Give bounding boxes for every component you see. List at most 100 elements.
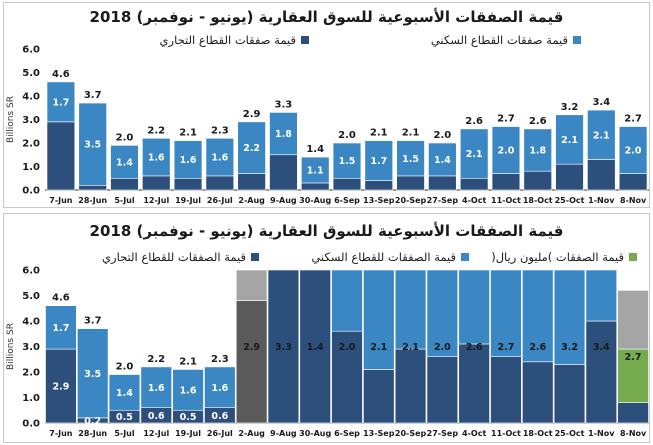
legend-item-total: قيمة الصفقات )مليون ريال(	[491, 250, 637, 264]
bar-segment	[110, 145, 139, 179]
data-label-total: 2.0	[338, 130, 356, 141]
legend-item-commercial: قيمة الصفقات للقطاع التجاري	[102, 250, 259, 264]
x-tick-label: 18-Oct	[523, 429, 553, 438]
bar-segment	[428, 175, 457, 191]
legend-swatch-residential	[573, 36, 581, 44]
data-label-total: 3.2	[561, 102, 579, 113]
x-tick-label: 1-Nov	[588, 196, 615, 205]
data-label-residential: 2.1	[593, 130, 610, 141]
bar-segment	[617, 290, 649, 350]
data-label-total: 2.0	[116, 132, 134, 143]
bar-segment	[76, 328, 109, 419]
data-label-total: 4.6	[52, 69, 70, 80]
x-tick-label: 12-Jul	[143, 196, 169, 205]
bar-segment	[237, 121, 266, 174]
y-axis-title-text: Billions SR	[6, 96, 16, 143]
data-label-residential: 1.6	[211, 153, 228, 164]
data-label-total: 2.7	[497, 114, 515, 125]
bar-segment	[490, 356, 522, 424]
bar-segment	[585, 269, 618, 322]
x-tick-label: 8-Nov	[620, 429, 647, 438]
bar-segment	[587, 109, 616, 160]
data-label-commercial: 0.6	[148, 411, 165, 422]
bar-segment	[490, 269, 522, 357]
bar-segment	[142, 175, 171, 191]
data-label-value: 2.6	[529, 342, 546, 353]
x-tick-label: 5-Jul	[114, 196, 135, 205]
x-tick-label: 4-Oct	[462, 196, 486, 205]
bar-segment	[553, 269, 586, 365]
y-tick-label: 2.0	[22, 139, 40, 150]
bar-segment	[269, 154, 298, 191]
bar-segment	[394, 348, 427, 424]
bar-segment	[142, 138, 171, 177]
y-tick-label: 0.0	[22, 419, 40, 430]
y-tick-label: 1.0	[22, 162, 40, 173]
bar-segment	[363, 269, 395, 370]
bar-segment	[78, 185, 107, 191]
bar-segment	[269, 112, 298, 156]
chart-title-bottom: قيمة الصفقات الأسبوعية للسوق العقارية (ي…	[89, 222, 564, 240]
data-label-residential: 1.5	[402, 154, 419, 165]
legend-label-commercial: قيمة صفقات القطاع التجاري	[159, 33, 296, 47]
data-label-value: 2.6	[466, 342, 483, 353]
bar-segment	[553, 364, 586, 424]
data-label-total: 2.3	[211, 354, 229, 365]
data-label-total: 2.1	[179, 128, 197, 139]
legend-item-residential: قيمة الصفقات للقطاع السكني	[311, 250, 469, 264]
bar-segment	[110, 177, 139, 191]
data-label-residential: 1.6	[180, 385, 197, 396]
bar-segment	[428, 142, 457, 177]
x-tick-label: 27-Sep	[427, 196, 459, 205]
x-tick-label: 18-Oct	[523, 196, 553, 205]
y-axis-title-bottom: Billions SR	[6, 323, 16, 370]
data-label-total: 2.2	[147, 354, 165, 365]
x-tick-label: 11-Oct	[491, 429, 521, 438]
x-tick-label: 25-Oct	[555, 196, 585, 205]
bar-segment	[585, 320, 618, 424]
data-label-total: 2.6	[465, 116, 483, 127]
x-tick-label: 20-Sep	[395, 429, 427, 438]
bar-segment	[237, 173, 266, 191]
x-tick-label: 28-Jun	[78, 429, 107, 438]
bar-segment	[331, 269, 363, 332]
legend-swatch-total	[629, 253, 637, 261]
bar-segment	[459, 177, 489, 191]
data-label-commercial: 0.5	[116, 412, 133, 423]
bar-segment	[491, 173, 521, 191]
data-label-residential: 1.7	[52, 97, 69, 108]
bar-segment	[618, 173, 648, 191]
x-tick-label: 19-Jul	[175, 196, 201, 205]
x-tick-label: 5-Jul	[114, 429, 135, 438]
data-label-value: 2.1	[370, 342, 387, 353]
data-label-commercial: 0.2	[84, 416, 101, 427]
x-tick-label: 19-Jul	[175, 429, 201, 438]
y-tick-label: 6.0	[22, 266, 40, 277]
y-tick-label: 5.0	[22, 68, 40, 79]
bar-segment	[618, 126, 648, 174]
data-label-residential: 2.0	[498, 146, 515, 157]
bar-segment	[617, 402, 649, 424]
data-label-value: 2.1	[402, 342, 419, 353]
data-label-value: 3.4	[593, 342, 610, 353]
x-tick-label: 26-Jul	[207, 429, 233, 438]
x-tick-label: 2-Aug	[238, 429, 265, 438]
x-tick-label: 30-Aug	[299, 429, 331, 438]
data-label-residential: 1.4	[434, 155, 451, 166]
bar-segment	[301, 182, 330, 191]
data-label-total: 2.3	[211, 125, 229, 136]
bar-segment	[46, 81, 76, 123]
data-label-residential: 1.5	[339, 156, 356, 167]
data-label-residential: 1.7	[52, 323, 69, 334]
legend-swatch-commercial	[301, 36, 309, 44]
stacked-bar-chart-bottom: Billions SR 0.0 1.0 2.0 3.0 4.0 5.0 6.0 7-Jun 28…	[6, 266, 649, 438]
bar-segment	[172, 369, 204, 411]
x-tick-label: 7-Jun	[49, 429, 73, 438]
bar-segment	[396, 140, 425, 177]
data-label-total: 2.1	[370, 128, 388, 139]
data-label-total: 1.4	[306, 144, 324, 155]
y-tick-label: 4.0	[22, 317, 40, 328]
x-tick-label: 4-Oct	[462, 429, 486, 438]
data-label-total: 3.7	[84, 90, 102, 101]
data-label-residential: 1.1	[307, 166, 324, 177]
